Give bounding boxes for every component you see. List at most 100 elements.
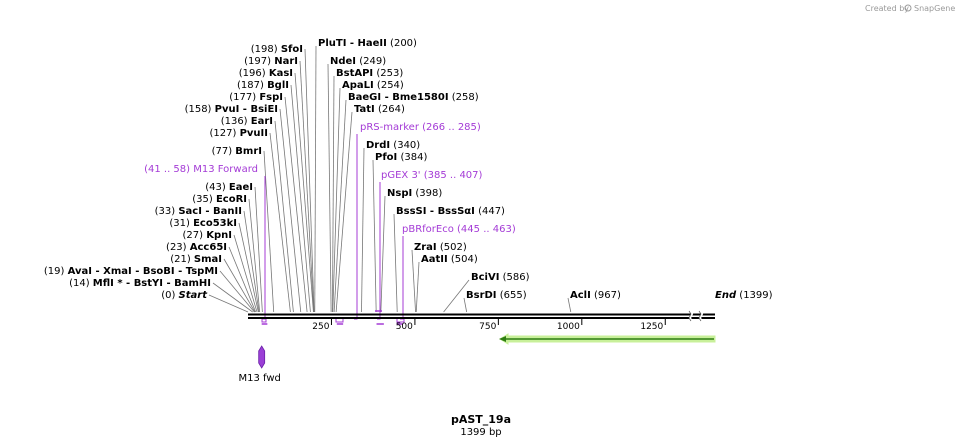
watermark: Created by SnapGene [865, 4, 955, 13]
site-position: (200) [387, 38, 417, 49]
leader-start [208, 294, 249, 313]
site-name: EaeI [229, 182, 253, 193]
site-kpni[interactable]: (27) KpnI [183, 230, 232, 241]
site-bmri[interactable]: (77) BmrI [212, 146, 262, 157]
site-position: (258) [449, 92, 479, 103]
leader-bsssi-bsss-i [393, 213, 398, 313]
feature-m13-fwd[interactable]: M13 fwd [238, 345, 281, 384]
site-start[interactable]: (0) Start [161, 290, 208, 301]
leader-fspi [284, 96, 308, 313]
site-bstapi[interactable]: BstAPI (253) [336, 68, 403, 79]
site-sfoi[interactable]: (198) SfoI [251, 44, 303, 55]
leader-drdi [361, 147, 365, 313]
sequence-backbone [248, 310, 715, 322]
site-zrai[interactable]: ZraI (502) [414, 242, 467, 253]
primer-pbrforeco[interactable]: pBRforEco (445 .. 463) [402, 224, 516, 235]
site-smai[interactable]: (21) SmaI [170, 254, 222, 265]
site-pvuii[interactable]: (127) PvuII [210, 128, 269, 139]
site-position: (21) [170, 254, 194, 265]
site-baegi-bme1580i[interactable]: BaeGI - Bme1580I (258) [348, 92, 479, 103]
leader-eco53ki [238, 222, 259, 313]
leader-apali [332, 87, 341, 313]
leader-mfli-bstyi-bamhi [212, 282, 253, 313]
plasmid-name: pAST_19a [451, 413, 511, 426]
site-position: (254) [374, 80, 404, 91]
site-position: (33) [155, 206, 179, 217]
site-drdi[interactable]: DrdI (340) [366, 140, 420, 151]
site-name: PvuI - BsiEI [215, 104, 278, 115]
site-mfli-bstyi-bamhi[interactable]: (14) MflI * - BstYI - BamHI [69, 278, 211, 289]
site-bgli[interactable]: (187) BglI [237, 80, 289, 91]
site-pluti-haeii[interactable]: PluTI - HaeII (200) [318, 38, 417, 49]
site-position: (340) [390, 140, 420, 151]
primer-prs-marker[interactable]: pRS-marker (266 .. 285) [360, 122, 481, 133]
leader-bsrdi [463, 297, 468, 313]
site-bsrdi[interactable]: BsrDI (655) [466, 290, 527, 301]
site-position: (249) [356, 56, 386, 67]
site-eco53ki[interactable]: (31) Eco53kI [169, 218, 237, 229]
primer-m13-forward[interactable]: (41 .. 58) M13 Forward [144, 164, 258, 175]
site-nspi[interactable]: NspI (398) [387, 188, 442, 199]
site-bcivi[interactable]: BciVI (586) [471, 272, 530, 283]
tick-label-250: 250 [312, 322, 329, 332]
site-ecori[interactable]: (35) EcoRI [192, 194, 247, 205]
site-eari[interactable]: (136) EarI [221, 116, 273, 127]
site-acli[interactable]: AclI (967) [570, 290, 621, 301]
primer-connector-prs-marker [354, 134, 358, 320]
leader-bstapi [332, 75, 335, 313]
site-position: (43) [205, 182, 229, 193]
leader-nari [299, 60, 315, 313]
leader-tati [335, 111, 353, 313]
primer-bracket-prs [335, 318, 344, 323]
leader-eaei [254, 186, 263, 313]
site-position: (158) [185, 104, 215, 115]
leader-bmri [263, 150, 275, 313]
leader-pvuii [269, 132, 291, 313]
orf-arrowhead-icon [499, 336, 506, 342]
primer-name: pRS-marker [360, 122, 420, 133]
site-name: Eco53kI [193, 218, 237, 229]
site-aatii[interactable]: AatII (504) [421, 254, 478, 265]
site-nari[interactable]: (197) NarI [244, 56, 298, 67]
site-end[interactable]: End (1399) [715, 290, 773, 301]
site-name: BstAPI [336, 68, 373, 79]
site-position: (504) [448, 254, 478, 265]
site-position: (35) [192, 194, 216, 205]
leader-kasi [294, 72, 314, 313]
site-position: (31) [169, 218, 193, 229]
site-name: MflI * - BstYI - BamHI [93, 278, 211, 289]
site-kasi[interactable]: (196) KasI [239, 68, 293, 79]
site-tati[interactable]: TatI (264) [354, 104, 405, 115]
feature-label: M13 fwd [238, 373, 280, 384]
site-bsssi-bsss-i[interactable]: BssSI - BssSαI (447) [396, 206, 505, 217]
primer-range: (445 .. 463) [454, 224, 516, 235]
site-eaei[interactable]: (43) EaeI [205, 182, 253, 193]
site-name: BaeGI - Bme1580I [348, 92, 449, 103]
site-labels: (198) SfoI(197) NarI(196) KasI(187) BglI… [44, 38, 773, 301]
watermark-brand: SnapGene [914, 4, 955, 13]
site-pfoi[interactable]: PfoI (384) [375, 152, 427, 163]
primer-range: (385 .. 407) [421, 170, 483, 181]
site-name: BsrDI [466, 290, 497, 301]
site-apali[interactable]: ApaLI (254) [342, 80, 404, 91]
primer-connector-pgex-3 [377, 182, 381, 320]
site-acc65i[interactable]: (23) Acc65I [166, 242, 227, 253]
feature-marker-icon[interactable] [258, 345, 266, 369]
site-fspi[interactable]: (177) FspI [229, 92, 283, 103]
primer-name: pBRforEco [402, 224, 454, 235]
site-position: (655) [497, 290, 527, 301]
site-name: AclI [570, 290, 591, 301]
site-name: BmrI [235, 146, 262, 157]
tick-label-500: 500 [396, 322, 413, 332]
site-name: BssSI - BssSαI [396, 206, 475, 217]
primer-pgex-3[interactable]: pGEX 3' (385 .. 407) [381, 170, 483, 181]
site-pvui-bsiei[interactable]: (158) PvuI - BsiEI [185, 104, 278, 115]
site-avai-xmai-bsobi-tspmi[interactable]: (19) AvaI - XmaI - BsoBI - TspMI [44, 266, 218, 277]
site-position: (198) [251, 44, 281, 55]
site-ndei[interactable]: NdeI (249) [330, 56, 386, 67]
site-saci-banii[interactable]: (33) SacI - BanII [155, 206, 242, 217]
tick-label-1000: 1000 [557, 322, 580, 332]
site-name: Acc65I [190, 242, 227, 253]
leader-pluti-haeii [314, 45, 317, 313]
leader-nspi [380, 195, 386, 313]
